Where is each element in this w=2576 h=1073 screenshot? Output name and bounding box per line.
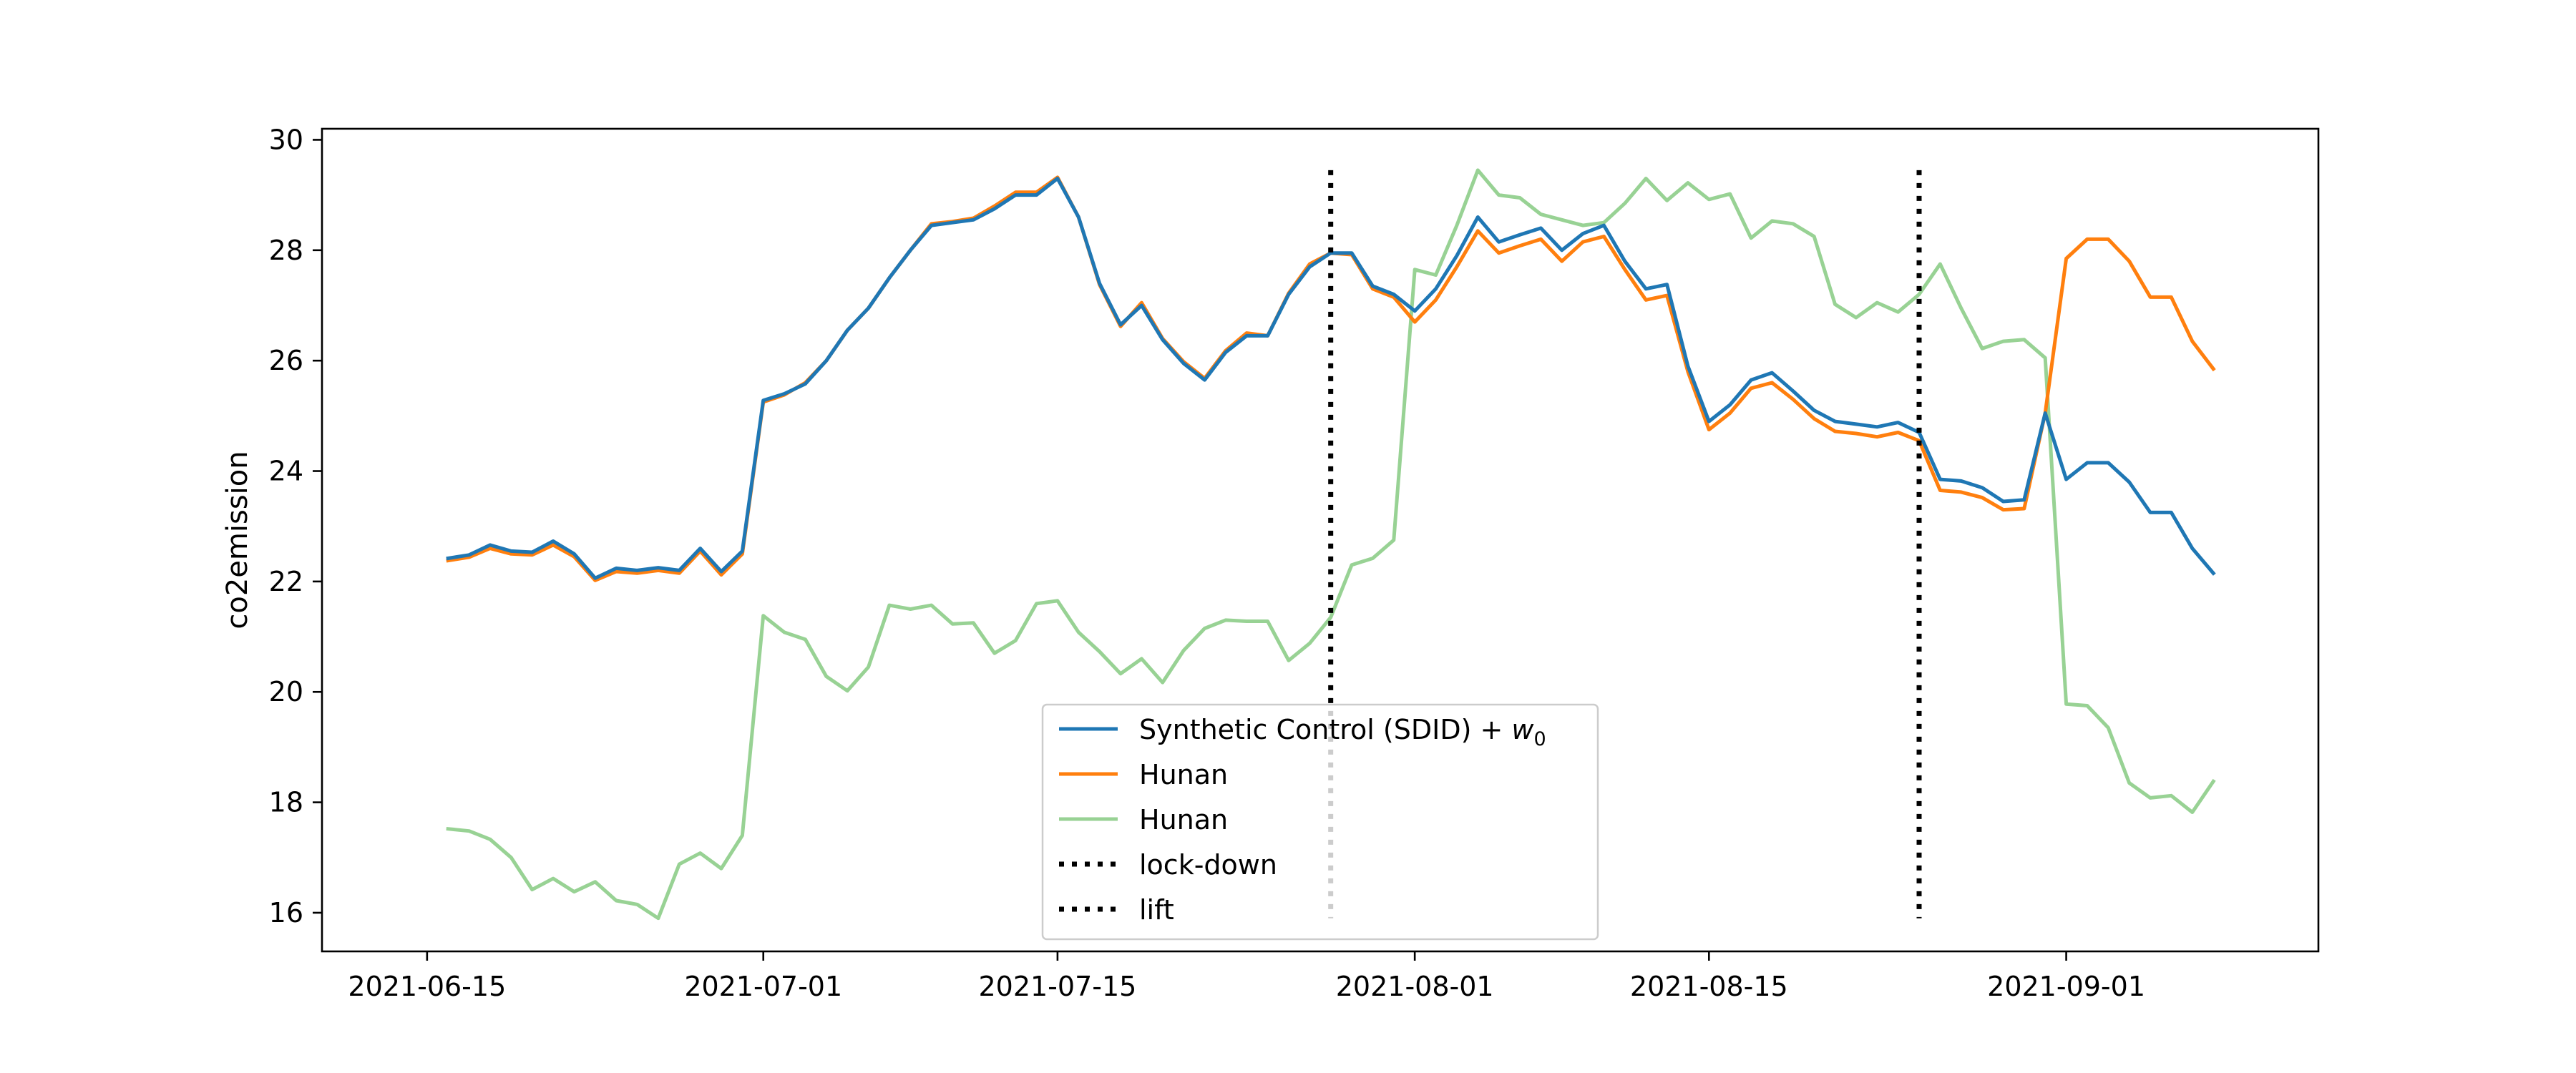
x-tick-label: 2021-09-01: [1987, 971, 2145, 1002]
legend-label-lock-down: lock-down: [1139, 849, 1277, 881]
legend-label-hunan-green: Hunan: [1139, 804, 1228, 836]
y-tick-label: 22: [269, 566, 303, 597]
legend-label-hunan-orange: Hunan: [1139, 759, 1228, 790]
y-tick-label: 16: [269, 897, 303, 929]
y-tick-label: 26: [269, 345, 303, 376]
x-axis: 2021-06-15 2021-07-01 2021-07-15 2021-08-01…: [348, 951, 2145, 1002]
y-axis: 16 18 20 22 24 26 28 30: [269, 124, 322, 929]
legend-label-synthetic: Synthetic Control (SDID) + w0: [1139, 714, 1546, 750]
y-axis-label: co2emission: [221, 451, 254, 629]
legend-label-lift: lift: [1139, 894, 1174, 926]
plot-frame: [321, 127, 2320, 953]
y-tick-label: 24: [269, 456, 303, 487]
y-tick-label: 28: [269, 235, 303, 266]
y-tick-label: 18: [269, 787, 303, 818]
x-tick-label: 2021-08-15: [1630, 971, 1788, 1002]
y-tick-label: 30: [269, 124, 303, 155]
y-tick-label: 20: [269, 676, 303, 707]
x-tick-label: 2021-07-01: [684, 971, 842, 1002]
series-line-hunan-green: [446, 168, 2216, 921]
x-tick-label: 2021-08-01: [1336, 971, 1494, 1002]
x-tick-label: 2021-07-15: [978, 971, 1136, 1002]
legend: Synthetic Control (SDID) + w0 Hunan Huna…: [1041, 703, 1599, 941]
legend-box: [1041, 703, 1599, 941]
x-tick-label: 2021-06-15: [348, 971, 506, 1002]
vlines: [1328, 170, 1922, 918]
